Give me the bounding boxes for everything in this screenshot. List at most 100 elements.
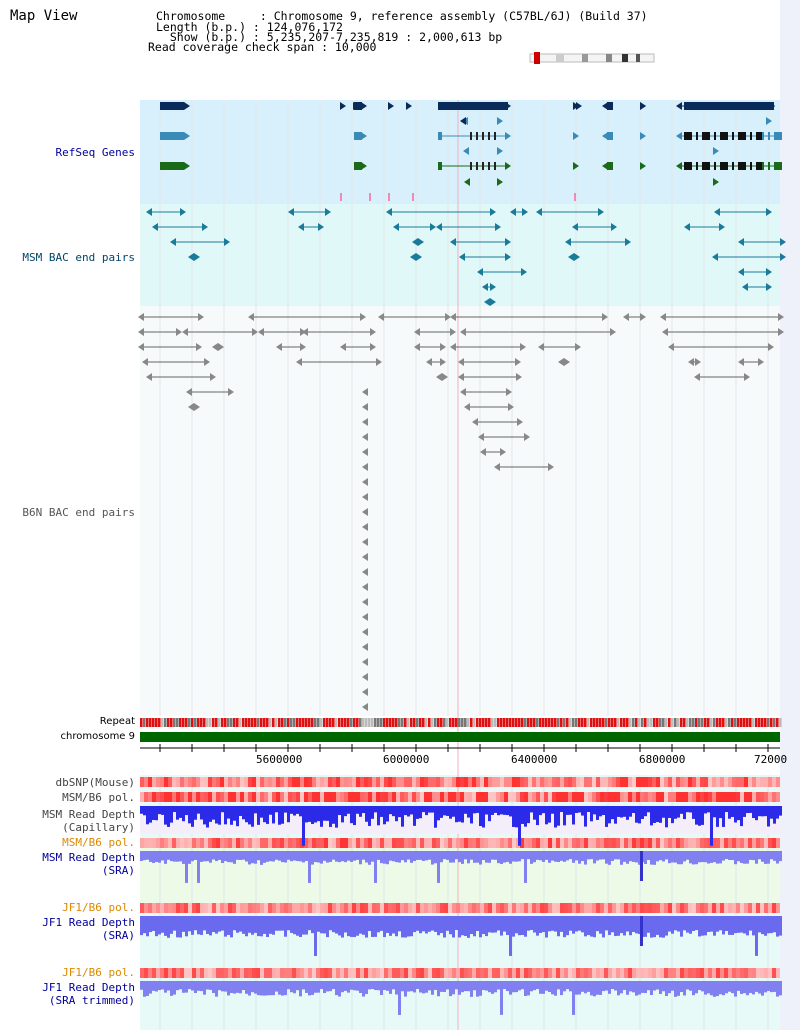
pol-segment <box>484 903 488 913</box>
bac-end-marker <box>500 448 506 456</box>
depth-bar <box>233 981 236 994</box>
depth-bar <box>407 806 410 817</box>
track-label-dbsnp[interactable]: dbSNP(Mouse) <box>55 776 135 789</box>
pol-segment <box>464 777 468 787</box>
pol-segment <box>192 777 196 787</box>
pol-segment <box>308 838 312 848</box>
track-label-jf1-b6-pol-2[interactable]: JF1/B6 pol. <box>62 966 135 979</box>
bac-end-marker <box>564 358 570 366</box>
pol-segment <box>224 968 228 978</box>
pol-segment <box>768 838 772 848</box>
depth-bar <box>605 981 608 991</box>
repeat-segment <box>140 718 143 727</box>
repeat-segment <box>719 718 722 727</box>
pol-segment <box>496 968 500 978</box>
repeat-segment <box>260 718 263 727</box>
bac-end-marker <box>276 343 282 351</box>
pol-segment <box>448 838 452 848</box>
pol-segment <box>476 838 480 848</box>
repeat-segment <box>191 718 194 727</box>
depth-bar <box>299 981 302 997</box>
gene-exon <box>494 162 496 170</box>
gene-exon <box>438 102 508 110</box>
track-label-refseq[interactable]: RefSeq Genes <box>55 146 135 159</box>
pol-segment <box>416 838 420 848</box>
bac-end-marker <box>362 643 368 651</box>
pol-segment <box>152 903 156 913</box>
pol-segment <box>228 777 232 787</box>
depth-bar <box>224 806 227 825</box>
pol-segment <box>584 792 588 802</box>
depth-bar <box>278 851 281 861</box>
pol-segment <box>492 792 496 802</box>
pol-segment <box>396 792 400 802</box>
repeat-segment <box>527 718 530 727</box>
bac-end-marker <box>142 358 148 366</box>
pol-segment <box>204 968 208 978</box>
repeat-segment <box>374 718 377 727</box>
depth-bar <box>188 806 191 824</box>
pol-segment <box>700 792 704 802</box>
repeat-segment <box>407 718 410 727</box>
pol-segment <box>444 968 448 978</box>
track-label-msm-b6-pol[interactable]: MSM/B6 pol. <box>62 791 135 804</box>
repeat-segment <box>599 718 602 727</box>
depth-bar <box>698 916 701 937</box>
depth-bar <box>461 851 464 864</box>
pol-segment <box>756 777 760 787</box>
track-label-msm-b6-pol-2[interactable]: MSM/B6 pol. <box>62 836 135 849</box>
pol-segment <box>368 968 372 978</box>
depth-bar <box>776 981 779 997</box>
pol-segment <box>300 903 304 913</box>
depth-bar <box>308 851 311 883</box>
gene-exon <box>476 132 478 140</box>
pol-segment <box>568 968 572 978</box>
repeat-segment <box>581 718 584 727</box>
depth-bar <box>176 981 179 991</box>
track-label-repeat[interactable]: Repeat <box>99 716 135 727</box>
track-label-msm-depth-sra[interactable]: MSM Read Depth <box>42 851 135 864</box>
depth-bar <box>698 806 701 826</box>
pol-segment <box>216 777 220 787</box>
depth-bar <box>434 916 437 932</box>
depth-bar <box>320 806 323 827</box>
track-label-jf1-b6-pol[interactable]: JF1/B6 pol. <box>62 901 135 914</box>
pol-segment <box>148 792 152 802</box>
track-label-msm-depth-cap[interactable]: MSM Read Depth <box>42 808 135 821</box>
pol-segment <box>312 792 316 802</box>
depth-bar <box>755 981 758 992</box>
track-label-b6n-bac[interactable]: B6N BAC end pairs <box>22 506 135 519</box>
pol-segment <box>288 903 292 913</box>
depth-bar <box>380 806 383 817</box>
pol-segment <box>360 777 364 787</box>
pol-segment <box>648 777 652 787</box>
depth-bar <box>617 916 620 936</box>
repeat-segment <box>221 718 224 727</box>
pol-segment <box>528 792 532 802</box>
depth-bar <box>659 981 662 994</box>
pol-segment <box>160 903 164 913</box>
track-label-jf1-depth-trim[interactable]: JF1 Read Depth <box>42 981 135 994</box>
repeat-segment <box>776 718 779 727</box>
depth-bar <box>707 916 710 932</box>
pol-segment <box>596 968 600 978</box>
depth-bar <box>722 851 725 861</box>
track-label-msm-bac[interactable]: MSM BAC end pairs <box>22 251 135 264</box>
depth-bar <box>203 851 206 862</box>
depth-bar <box>323 806 326 821</box>
pol-segment <box>512 792 516 802</box>
track-label-jf1-depth-sra[interactable]: JF1 Read Depth <box>42 916 135 929</box>
gene-exon <box>488 162 490 170</box>
depth-bar <box>548 916 551 932</box>
depth-bar <box>569 981 572 992</box>
track-label-chromosome[interactable]: chromosome 9 <box>60 731 135 742</box>
repeat-segment <box>746 718 749 727</box>
depth-bar <box>443 851 446 860</box>
depth-bar <box>602 851 605 860</box>
depth-bar <box>755 851 758 864</box>
depth-bar <box>437 916 440 936</box>
chromosome-ideogram[interactable] <box>529 52 655 64</box>
repeat-segment <box>218 718 221 727</box>
gene-exon <box>482 132 484 140</box>
pol-segment <box>288 777 292 787</box>
